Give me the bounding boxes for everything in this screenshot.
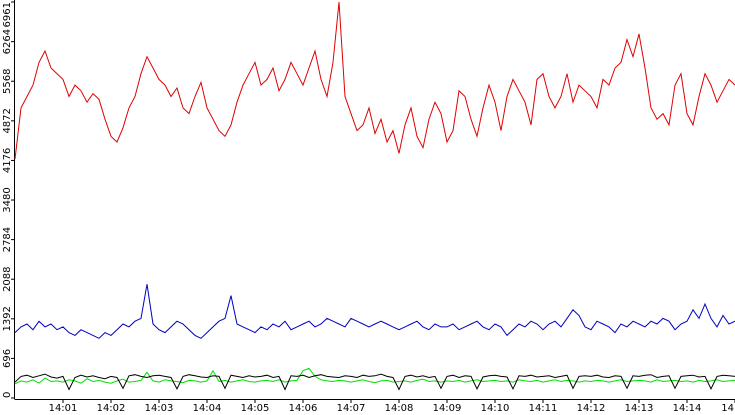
y-tick-label: 3480 (2, 187, 13, 212)
x-tick-label: 14:07 (337, 403, 366, 414)
x-tick-label: 14:11 (529, 403, 558, 414)
x-tick-label: 14:04 (193, 403, 222, 414)
x-tick-label: 14:12 (577, 403, 606, 414)
y-tick-label: 5568 (2, 69, 13, 94)
x-tick-label: 14:01 (49, 403, 78, 414)
y-tick-label: 2784 (2, 227, 13, 252)
y-tick-label: 6961 (2, 2, 13, 27)
series-line (14, 1, 735, 160)
y-tick-label: 2088 (2, 266, 13, 291)
x-tick-label: 14 (721, 403, 734, 414)
y-tick-label: 696 (2, 349, 13, 368)
x-tick-label: 14:02 (97, 403, 126, 414)
x-tick-label: 14:14 (673, 403, 702, 414)
series-line (14, 367, 735, 385)
y-tick-label: 0 (2, 392, 13, 398)
y-tick-label: 1392 (2, 306, 13, 331)
x-tick-label: 14:06 (289, 403, 318, 414)
x-tick-label: 14:13 (625, 403, 654, 414)
x-tick-label: 14:05 (241, 403, 270, 414)
x-tick-label: 14:10 (481, 403, 510, 414)
x-tick-label: 14:09 (433, 403, 462, 414)
x-tick-label: 14:08 (385, 403, 414, 414)
series-line (14, 284, 735, 339)
y-tick-label: 4872 (2, 108, 13, 133)
series-line (14, 373, 735, 391)
x-tick-label: 14:03 (145, 403, 174, 414)
y-tick-label: 4176 (2, 148, 13, 173)
y-tick-label: 6264 (2, 29, 13, 54)
